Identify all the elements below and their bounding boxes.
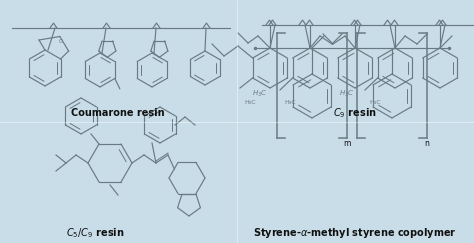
Text: H₃C: H₃C <box>284 100 296 105</box>
Text: H₃C: H₃C <box>369 100 381 105</box>
Text: m: m <box>343 139 351 148</box>
Text: $C_5/C_9$ resin: $C_5/C_9$ resin <box>66 226 124 240</box>
Text: n: n <box>425 139 429 148</box>
Text: $C_9$ resin: $C_9$ resin <box>333 106 377 120</box>
Text: O: O <box>59 39 63 44</box>
Text: H₃C: H₃C <box>244 100 256 105</box>
Text: $H_3C$: $H_3C$ <box>339 89 355 99</box>
Text: Styrene-$\alpha$-methyl styrene copolymer: Styrene-$\alpha$-methyl styrene copolyme… <box>253 226 457 240</box>
Text: Coumarone resin: Coumarone resin <box>71 108 165 118</box>
Text: $H_3C$: $H_3C$ <box>252 89 268 99</box>
